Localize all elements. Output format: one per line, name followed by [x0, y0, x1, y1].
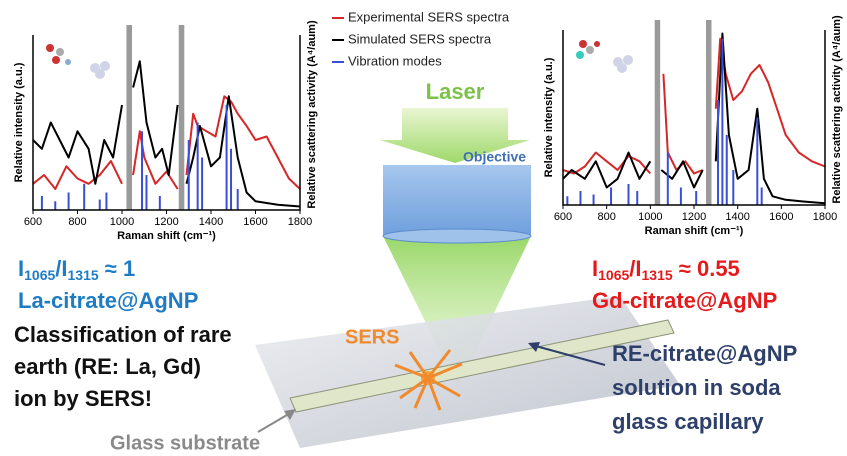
objective-lens: [383, 165, 531, 236]
ratio-sub: 1065: [24, 267, 55, 283]
ratio-part: ≈ 0.55: [673, 256, 740, 281]
la-ratio: I1065/I1315 ≈ 1: [18, 256, 135, 283]
y-axis-label: Relative intensity (a.u.): [543, 57, 555, 177]
legend-label: Experimental SERS spectra: [348, 9, 510, 24]
x-axis-label: Raman shift (cm⁻¹): [117, 230, 216, 242]
molecule-icon: [46, 44, 110, 79]
la-name: La-citrate@AgNP: [18, 288, 198, 313]
legend-label: Vibration modes: [348, 53, 442, 68]
y-axis-label: Relative intensity (a.u.): [13, 62, 25, 182]
x-axis-label: Raman shift (cm⁻¹): [645, 225, 744, 237]
x-tick-label: 1600: [769, 211, 793, 223]
x-tick-label: 600: [554, 211, 572, 223]
graphical-abstract: Laser Objective SERS I1065/I1315 ≈ 1 La-…: [0, 0, 847, 456]
y2-axis-label: Relative scattering activity (A⁴/aum): [306, 20, 318, 209]
x-tick-label: 800: [68, 216, 86, 228]
x-tick-label: 1800: [813, 211, 837, 223]
ratio-part: /I: [629, 256, 641, 281]
objective-label: Objective: [463, 149, 526, 165]
x-tick-label: 1400: [725, 211, 749, 223]
x-tick-label: 1000: [110, 216, 134, 228]
highlight-band: [179, 25, 185, 210]
objective-bottom: [383, 229, 531, 243]
gd-ratio: I1065/I1315 ≈ 0.55: [592, 256, 740, 283]
ratio-part: /I: [55, 256, 67, 281]
highlight-band: [126, 25, 132, 210]
x-tick-label: 1800: [288, 216, 312, 228]
highlight-band: [706, 20, 711, 205]
solution: solution in soda: [612, 375, 781, 400]
x-tick-label: 1600: [243, 216, 267, 228]
x-tick-label: 800: [597, 211, 615, 223]
classification: earth (RE: La, Gd): [14, 354, 201, 379]
ratio-sub: 1315: [68, 267, 99, 283]
x-tick-label: 1200: [154, 216, 178, 228]
ratio-part: ≈ 1: [99, 256, 136, 281]
sers-label: SERS: [345, 326, 399, 348]
x-tick-label: 1200: [682, 211, 706, 223]
x-tick-label: 600: [24, 216, 42, 228]
solution: RE-citrate@AgNP: [612, 341, 797, 366]
x-tick-label: 1000: [638, 211, 662, 223]
x-tick-label: 1400: [199, 216, 223, 228]
axis-frame: [33, 35, 300, 210]
spectrum-line: [33, 61, 300, 206]
ratio-sub: 1315: [642, 267, 673, 283]
molecule-icon: [576, 40, 633, 73]
spectrum-line: [563, 39, 825, 174]
gd-name: Gd-citrate@AgNP: [592, 288, 777, 313]
spectrum-line: [563, 34, 825, 204]
classification: ion by SERS!: [14, 386, 152, 411]
solution: glass capillary: [612, 409, 764, 434]
substrate-label: Glass substrate: [110, 432, 260, 454]
y2-axis-label: Relative scattering activity (A⁴/aum): [831, 15, 843, 204]
classification: Classification of rare: [14, 322, 232, 347]
highlight-band: [655, 20, 660, 205]
laser-label: Laser: [426, 79, 485, 104]
ratio-sub: 1065: [598, 267, 629, 283]
legend-label: Simulated SERS spectra: [348, 31, 492, 46]
